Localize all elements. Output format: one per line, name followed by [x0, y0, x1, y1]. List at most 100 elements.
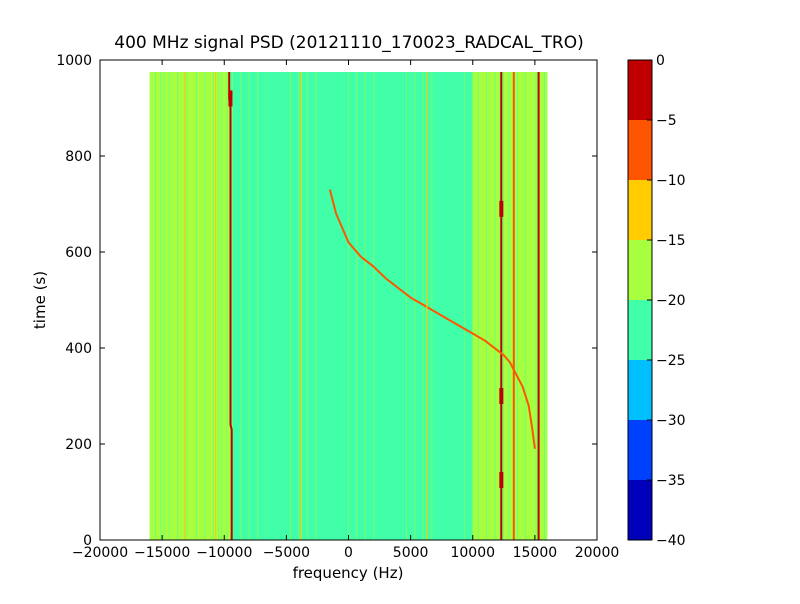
heatmap-stripe [334, 72, 336, 540]
heatmap-stripe [270, 72, 272, 540]
heatmap-stripe [463, 72, 465, 540]
heatmap-stripe [328, 72, 330, 540]
colorbar-tick-label: −25 [656, 353, 686, 369]
x-tick-label: 10000 [450, 545, 495, 561]
heatmap-stripe [231, 72, 233, 540]
heatmap-stripe [262, 72, 264, 540]
heatmap-stripe [276, 72, 278, 540]
heatmap-stripe [212, 72, 214, 540]
heatmap-stripe [436, 72, 438, 540]
heatmap-region-3 [317, 72, 411, 540]
colorbar-band [628, 480, 652, 540]
heatmap-stripe [516, 72, 518, 540]
heatmap-stripe [544, 72, 546, 540]
heatmap-region-0 [149, 72, 231, 540]
heatmap-stripe [458, 72, 460, 540]
heatmap-stripe [149, 72, 151, 540]
heatmap-stripe [163, 72, 165, 540]
heatmap-stripe [405, 72, 407, 540]
x-tick-label: −20000 [72, 545, 128, 561]
heatmap-stripe [400, 72, 402, 540]
heatmap-stripe [364, 72, 366, 540]
heatmap-stripe [289, 72, 291, 540]
heatmap-stripe [199, 72, 201, 540]
heatmap-stripe [279, 72, 281, 540]
y-axis: 0 200 400 600 800 1000 [56, 53, 597, 549]
heatmap-stripe [257, 72, 259, 540]
heatmap-stripe [248, 72, 250, 540]
heatmap-stripe [441, 72, 443, 540]
heatmap-stripe [218, 72, 220, 540]
colorbar-tick-label: −15 [656, 233, 686, 249]
colorbar-band [628, 300, 652, 360]
y-tick-label: 200 [65, 437, 92, 453]
colorbar-band [628, 420, 652, 480]
colorbar-band [628, 180, 652, 240]
heatmap-stripe [284, 72, 286, 540]
heatmap-stripe [395, 72, 397, 540]
colorbar-band [628, 120, 652, 180]
signal-line-sweep [328, 189, 536, 449]
colorbar-tick-label: −30 [656, 413, 686, 429]
heatmap-stripe [392, 72, 394, 540]
heatmap-stripe [337, 72, 339, 540]
heatmap-stripe [204, 72, 206, 540]
heatmap-stripe [486, 72, 488, 540]
heatmap-stripe [444, 72, 446, 540]
heatmap-stripe [383, 72, 385, 540]
y-axis-label: time (s) [31, 271, 49, 329]
heatmap-stripe [370, 72, 372, 540]
hotspot [499, 388, 504, 404]
heatmap-stripe [312, 72, 314, 540]
colorbar-tick-label: 0 [656, 53, 665, 69]
colorbar-tick-label: −10 [656, 173, 686, 189]
hotspot [499, 472, 504, 488]
heatmap-stripe [535, 72, 537, 540]
heatmap-stripe [409, 72, 411, 540]
colorbar-tick-label: −5 [656, 113, 677, 129]
y-tick-label: 0 [83, 533, 92, 549]
heatmap-stripe [182, 72, 184, 540]
chart-title: 400 MHz signal PSD (20121110_170023_RADC… [114, 33, 583, 53]
heatmap-stripe [378, 72, 380, 540]
heatmap-stripe [342, 72, 344, 540]
x-axis-label: frequency (Hz) [293, 564, 404, 582]
heatmap-stripe [320, 72, 322, 540]
heatmap-stripe [168, 72, 170, 540]
heatmap-stripe [315, 72, 317, 540]
x-tick-label: 5000 [393, 545, 429, 561]
heatmap-layer [149, 72, 548, 540]
heatmap-stripe [298, 72, 300, 540]
heatmap-stripe [489, 72, 491, 540]
heatmap-stripe [431, 72, 433, 540]
heatmap-stripe [154, 72, 156, 540]
heatmap-stripe [351, 72, 353, 540]
x-axis: −20000 −15000 −10000 −5000 0 5000 10000 15000 20… [72, 60, 619, 561]
heatmap-stripe [472, 72, 474, 540]
heatmap-stripe [185, 72, 187, 540]
heatmap-stripe [177, 72, 179, 540]
heatmap-stripe [293, 72, 295, 540]
heatmap-stripe [190, 72, 192, 540]
heatmap-stripe [521, 72, 523, 540]
x-tick-label: 0 [344, 545, 353, 561]
colorbar-tick-label: −35 [656, 473, 686, 489]
x-tick-label: −5000 [263, 545, 310, 561]
heatmap-stripe [243, 72, 245, 540]
heatmap-stripe [386, 72, 388, 540]
heatmap-stripe [477, 72, 479, 540]
heatmap-stripe [240, 72, 242, 540]
colorbar: 0 −5 −10 −15 −20 −25 −30 −35 −40 [627, 53, 686, 549]
heatmap-stripe [494, 72, 496, 540]
heatmap-stripe [254, 72, 256, 540]
colorbar-band [628, 360, 652, 420]
x-tick-label: 20000 [575, 545, 620, 561]
heatmap-stripe [414, 72, 416, 540]
heatmap-stripe [306, 72, 308, 540]
heatmap-stripe [499, 72, 501, 540]
heatmap-stripe [508, 72, 510, 540]
heatmap-stripe [235, 72, 237, 540]
colorbar-band [628, 60, 652, 120]
heatmap-stripe [502, 72, 504, 540]
